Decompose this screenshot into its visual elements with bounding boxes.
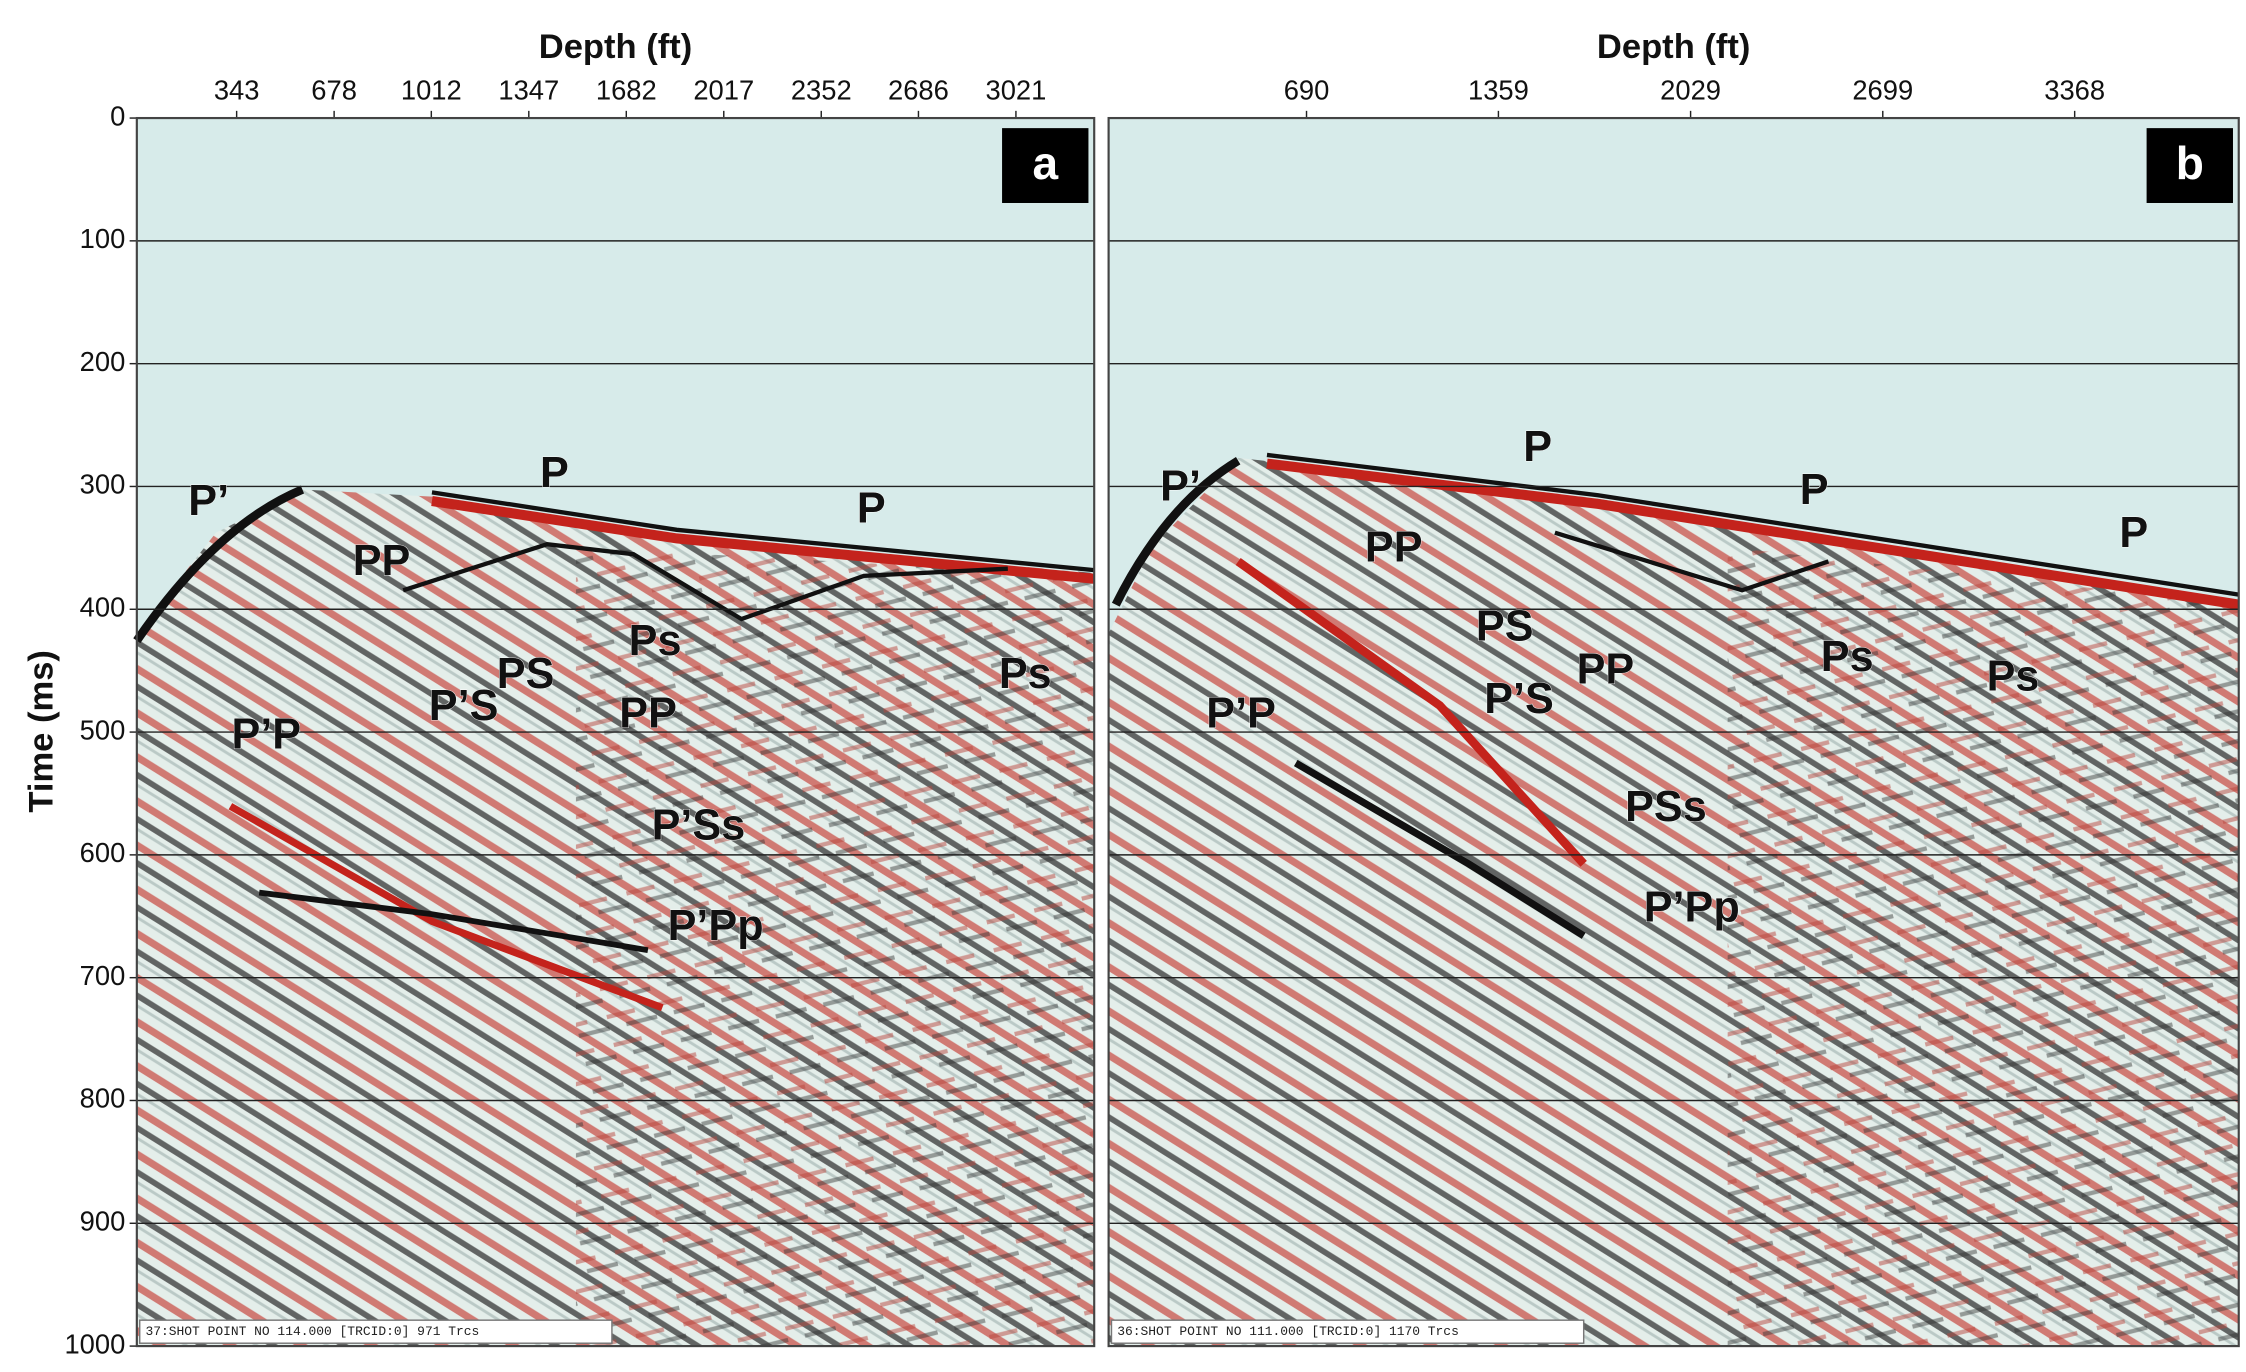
x-tick-label: 3021: [986, 74, 1047, 105]
x-tick-label: 1682: [596, 74, 657, 105]
annotation: P: [857, 484, 886, 532]
panel-label-box: [1002, 128, 1089, 203]
x-tick-label: 2699: [1852, 74, 1913, 105]
x-tick-label: 2352: [791, 74, 852, 105]
y-tick-label: 100: [80, 223, 126, 254]
y-tick-label: 700: [80, 960, 126, 991]
annotation: P’S: [429, 682, 499, 730]
annotation: PP: [353, 537, 411, 585]
annotation: P’Ss: [652, 801, 746, 849]
x-tick-label: 1359: [1468, 74, 1529, 105]
annotation: P’P: [232, 710, 302, 758]
x-tick-label: 2686: [888, 74, 949, 105]
x-tick-label: 1012: [401, 74, 462, 105]
x-axis-label: Depth (ft): [539, 28, 693, 66]
y-tick-label: 400: [80, 591, 126, 622]
annotation: PP: [1577, 645, 1635, 693]
annotation: PS: [1476, 602, 1534, 650]
x-tick-label: 690: [1284, 74, 1330, 105]
annotation: PP: [619, 690, 677, 738]
panel-label: a: [1032, 137, 1058, 189]
annotation: P’: [188, 477, 229, 525]
x-tick-label: 678: [311, 74, 357, 105]
y-tick-label: 1000: [64, 1328, 125, 1359]
annotation: P’P: [1206, 690, 1276, 738]
footer: 37:SHOT POINT NO 114.000 [TRCID:0] 971 T…: [145, 1324, 479, 1339]
annotation: P’Pp: [1644, 884, 1740, 932]
annotation: Ps: [1987, 653, 2040, 701]
annotation: P: [1523, 423, 1552, 471]
y-tick-label: 0: [110, 100, 125, 131]
y-tick-label: 500: [80, 714, 126, 745]
annotation: Ps: [1821, 633, 1874, 681]
footer: 36:SHOT POINT NO 111.000 [TRCID:0] 1170 …: [1117, 1324, 1459, 1339]
y-axis-label: Time (ms): [22, 650, 60, 813]
footer-box: [1110, 1319, 1585, 1344]
annotation: P: [2119, 509, 2148, 557]
x-tick-label: 2029: [1660, 74, 1721, 105]
y-tick-label: 800: [80, 1083, 126, 1114]
x-tick-label: 2017: [693, 74, 754, 105]
annotation: P: [540, 449, 569, 497]
annotation: P: [1800, 466, 1829, 514]
frame: [135, 116, 1096, 1348]
panel-label-box: [2146, 128, 2233, 203]
y-tick-label: 200: [80, 346, 126, 377]
x-tick-label: 1347: [498, 74, 559, 105]
y-tick-label: 600: [80, 837, 126, 868]
y-tick-label: 900: [80, 1206, 126, 1237]
annotation: PS: [497, 650, 555, 698]
x-tick-label: 343: [214, 74, 260, 105]
annotation: P’S: [1484, 675, 1554, 723]
frame: [1107, 116, 2240, 1348]
annotation: PSs: [1625, 783, 1707, 831]
annotation: P’: [1160, 462, 1201, 510]
annotation: PP: [1365, 524, 1423, 572]
panel-label: b: [2176, 137, 2204, 189]
annotation: Ps: [629, 617, 682, 665]
annotation: P’Pp: [668, 902, 764, 950]
annotation: Ps: [999, 650, 1052, 698]
footer-box: [138, 1319, 613, 1344]
x-tick-label: 3368: [2044, 74, 2105, 105]
x-axis-label: Depth (ft): [1597, 28, 1751, 66]
y-tick-label: 300: [80, 469, 126, 500]
